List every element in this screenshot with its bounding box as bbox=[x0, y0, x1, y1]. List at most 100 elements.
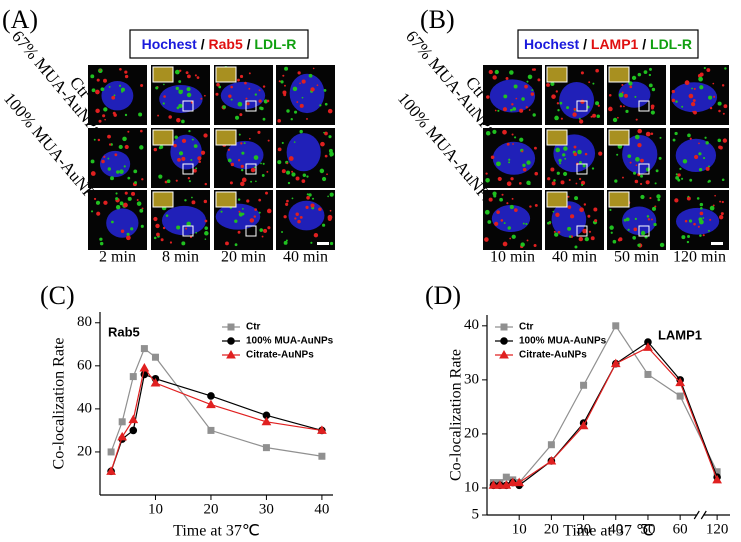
stain-name: Rab5 bbox=[209, 36, 247, 52]
puncta bbox=[185, 71, 189, 75]
inset bbox=[546, 129, 568, 146]
puncta bbox=[188, 130, 191, 133]
series-line bbox=[110, 373, 323, 472]
puncta bbox=[512, 107, 517, 111]
puncta bbox=[310, 87, 315, 92]
puncta bbox=[708, 179, 711, 183]
puncta bbox=[141, 178, 144, 181]
puncta bbox=[91, 88, 96, 93]
puncta bbox=[248, 87, 251, 90]
puncta bbox=[185, 227, 188, 230]
micrograph bbox=[483, 190, 542, 250]
puncta bbox=[122, 136, 127, 142]
puncta bbox=[696, 197, 700, 200]
puncta bbox=[488, 69, 493, 75]
x-axis-label: Time at 37 ℃ bbox=[563, 523, 654, 540]
puncta bbox=[90, 74, 95, 79]
puncta bbox=[568, 179, 571, 182]
puncta bbox=[324, 102, 328, 106]
puncta bbox=[237, 230, 241, 234]
puncta bbox=[645, 180, 650, 185]
puncta bbox=[107, 167, 111, 171]
marker bbox=[643, 342, 653, 351]
puncta bbox=[563, 171, 568, 177]
puncta bbox=[237, 159, 241, 162]
puncta bbox=[526, 180, 531, 186]
puncta bbox=[140, 224, 144, 228]
puncta bbox=[634, 217, 638, 221]
puncta bbox=[111, 95, 116, 100]
stain-legend: Hochest / LAMP1 / LDL-R bbox=[524, 36, 692, 52]
puncta bbox=[648, 83, 653, 88]
x-tick-label: 30 bbox=[259, 501, 274, 517]
puncta bbox=[490, 155, 495, 160]
puncta bbox=[230, 85, 233, 89]
puncta bbox=[203, 199, 208, 204]
marker bbox=[488, 480, 499, 489]
puncta bbox=[163, 83, 165, 86]
puncta bbox=[595, 68, 599, 73]
nucleus bbox=[489, 79, 536, 113]
puncta bbox=[139, 208, 144, 213]
puncta bbox=[675, 173, 678, 176]
puncta bbox=[118, 144, 123, 150]
puncta bbox=[573, 152, 578, 157]
puncta bbox=[306, 193, 309, 196]
puncta bbox=[306, 117, 308, 120]
puncta bbox=[139, 145, 144, 150]
puncta bbox=[588, 81, 591, 84]
puncta bbox=[509, 237, 512, 240]
puncta bbox=[714, 194, 716, 197]
puncta bbox=[261, 235, 264, 238]
puncta bbox=[126, 232, 130, 236]
puncta bbox=[624, 93, 628, 98]
x-tick-label: 120 bbox=[706, 521, 729, 537]
micrograph bbox=[483, 65, 542, 125]
puncta bbox=[484, 209, 490, 215]
puncta bbox=[648, 73, 652, 77]
puncta bbox=[258, 198, 262, 202]
marker bbox=[580, 381, 588, 389]
puncta bbox=[614, 179, 618, 183]
puncta bbox=[691, 87, 693, 90]
puncta bbox=[649, 67, 652, 71]
puncta bbox=[686, 240, 690, 244]
puncta bbox=[177, 158, 181, 162]
puncta bbox=[126, 235, 131, 241]
puncta bbox=[115, 197, 119, 201]
x-tick-label: 60 bbox=[673, 521, 688, 537]
puncta bbox=[240, 181, 245, 187]
puncta bbox=[308, 193, 312, 197]
puncta bbox=[705, 166, 710, 171]
puncta bbox=[709, 205, 715, 211]
series-line bbox=[110, 366, 322, 472]
roi bbox=[576, 225, 588, 237]
nucleus bbox=[559, 81, 595, 119]
roi bbox=[182, 225, 194, 237]
puncta bbox=[610, 231, 613, 234]
puncta bbox=[163, 95, 166, 98]
nucleus bbox=[622, 206, 657, 235]
puncta bbox=[254, 208, 258, 211]
puncta bbox=[203, 94, 206, 97]
puncta bbox=[319, 104, 322, 107]
puncta bbox=[204, 226, 209, 230]
puncta bbox=[634, 134, 640, 140]
puncta bbox=[328, 135, 332, 139]
puncta bbox=[277, 119, 281, 123]
puncta bbox=[582, 228, 587, 234]
puncta bbox=[717, 138, 722, 143]
puncta bbox=[301, 79, 306, 84]
puncta bbox=[494, 69, 499, 75]
y-tick-label: 10 bbox=[464, 479, 479, 495]
puncta bbox=[679, 167, 682, 171]
puncta bbox=[246, 199, 250, 203]
puncta bbox=[590, 115, 593, 118]
puncta bbox=[285, 202, 289, 206]
puncta bbox=[584, 236, 589, 242]
stain-name: / bbox=[201, 36, 209, 52]
puncta bbox=[650, 106, 655, 110]
puncta bbox=[592, 82, 595, 85]
puncta bbox=[555, 90, 558, 93]
puncta bbox=[634, 95, 637, 98]
